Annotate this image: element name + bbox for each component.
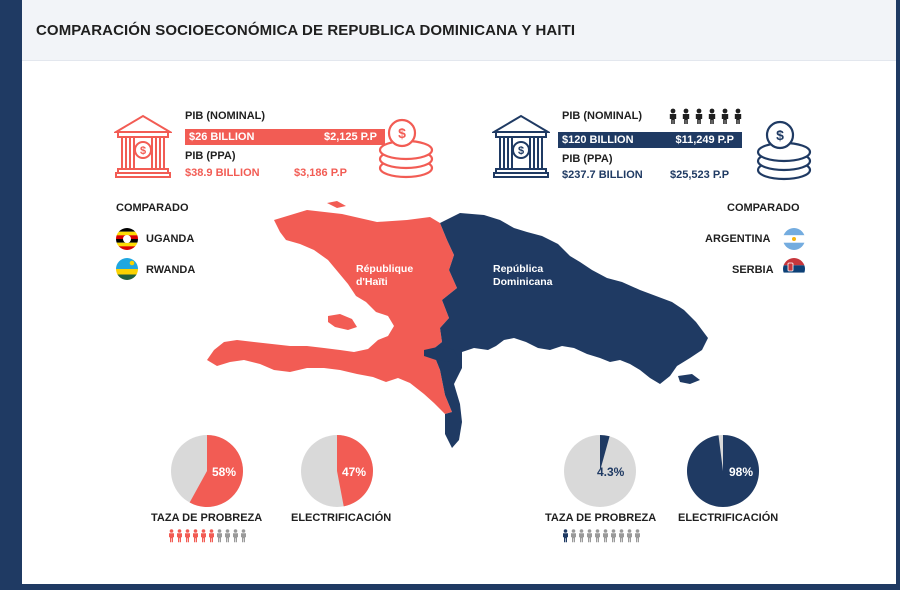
dominicana-poverty-pie xyxy=(564,435,636,507)
haiti-map-shape xyxy=(207,210,457,414)
pie-value-slice xyxy=(687,435,759,507)
haiti-people-icons xyxy=(169,529,246,543)
dominicana-map-label: República Dominicana xyxy=(493,263,553,289)
lake-enriquillo xyxy=(424,346,458,362)
person-icon xyxy=(635,529,640,543)
person-icon xyxy=(571,529,576,543)
person-icon xyxy=(595,529,600,543)
person-icon xyxy=(611,529,616,543)
person-icon xyxy=(241,529,246,543)
dominicana-compared-1: ARGENTINA xyxy=(705,233,771,245)
haiti-pib-ppa-label: PIB (PPA) xyxy=(185,150,236,162)
svg-text:$: $ xyxy=(398,125,406,141)
gonave-island xyxy=(328,314,357,330)
person-icon xyxy=(587,529,592,543)
dominicana-pib-nominal-value: $120 BILLION xyxy=(562,134,634,146)
dominicana-pib-ppa-per-capita: $25,523 P.P xyxy=(670,169,730,181)
haiti-pib-ppa-value: $38.9 BILLION xyxy=(185,167,260,179)
haiti-poverty-pct: 58% xyxy=(212,465,237,479)
pie-value-slice xyxy=(189,435,243,507)
dominicana-compared-2: SERBIA xyxy=(732,264,774,276)
person-icon xyxy=(201,529,206,543)
haiti-pib-nominal-bar: $26 BILLION $2,125 P.P xyxy=(185,129,385,145)
dominicana-pib-ppa-value: $237.7 BILLION xyxy=(562,169,643,181)
haiti-electrification-label: ELECTRIFICACIÓN xyxy=(291,512,392,524)
svg-text:$: $ xyxy=(518,145,524,157)
dominicana-poverty-label: TAZA DE PROBREZA xyxy=(545,512,657,524)
person-icon xyxy=(185,529,190,543)
dominicana-pib-nominal-per-capita: $11,249 P.P xyxy=(675,134,734,146)
header: COMPARACIÓN SOCIOECONÓMICA DE REPUBLICA … xyxy=(22,0,896,61)
person-icon xyxy=(209,529,214,543)
dominicana-pib-nominal-label: PIB (NOMINAL) xyxy=(562,110,643,122)
haiti-compared-label: COMPARADO xyxy=(116,202,189,214)
argentina-flag-icon xyxy=(783,228,805,250)
page-title: COMPARACIÓN SOCIOECONÓMICA DE REPUBLICA … xyxy=(36,22,576,39)
dominicana-electrification-pct: 98% xyxy=(729,465,754,479)
dominicana-poverty-pct: 4.3% xyxy=(597,465,625,479)
haiti-electrification-pie xyxy=(301,435,373,507)
haiti-map-label-line1: République xyxy=(356,263,414,275)
person-icon xyxy=(619,529,624,543)
person-icon xyxy=(233,529,238,543)
people-icons-top xyxy=(669,108,742,124)
haiti-pib-nominal-value: $26 BILLION xyxy=(189,131,255,143)
svg-text:$: $ xyxy=(776,127,784,143)
haiti-pib-nominal-label: PIB (NOMINAL) xyxy=(185,110,266,122)
tortuga-island xyxy=(327,201,346,208)
haiti-map-label: République d'Haïti xyxy=(356,263,413,289)
hispaniola-map xyxy=(207,201,708,448)
dominicana-electrification-pie xyxy=(687,435,759,507)
dominicana-electrification-label: ELECTRIFICACIÓN xyxy=(678,512,779,524)
svg-text:$: $ xyxy=(140,145,146,157)
serbia-flag-icon xyxy=(783,258,805,280)
haiti-poverty-label: TAZA DE PROBREZA xyxy=(151,512,263,524)
person-icon xyxy=(193,529,198,543)
person-icon xyxy=(225,529,230,543)
dominicana-map-label-line1: República xyxy=(493,263,544,275)
saona-island xyxy=(678,374,700,384)
haiti-compared-1: UGANDA xyxy=(146,233,195,245)
dominicana-people-icons xyxy=(563,529,640,543)
haiti-pib-ppa-per-capita: $3,186 P.P xyxy=(294,167,348,179)
infographic-frame: COMPARACIÓN SOCIOECONÓMICA DE REPUBLICA … xyxy=(22,0,896,584)
haiti-map-label-line2: d'Haïti xyxy=(356,276,388,288)
haiti-pib-nominal-per-capita: $2,125 P.P xyxy=(323,131,377,143)
pie-value-slice xyxy=(337,435,373,507)
haiti-compared-2: RWANDA xyxy=(146,264,196,276)
dominicana-pib-ppa-label: PIB (PPA) xyxy=(562,153,613,165)
person-icon xyxy=(603,529,608,543)
person-icon xyxy=(217,529,222,543)
person-icon xyxy=(563,529,568,543)
uganda-flag-icon xyxy=(116,228,138,250)
dominicana-compared-label: COMPARADO xyxy=(727,202,800,214)
person-icon xyxy=(579,529,584,543)
coins-icon-haiti: $ xyxy=(378,118,434,179)
person-icon xyxy=(177,529,182,543)
pie-value-slice xyxy=(600,435,610,471)
rwanda-flag-icon xyxy=(116,258,138,280)
person-icon xyxy=(627,529,632,543)
person-icon xyxy=(169,529,174,543)
dominicana-pib-nominal-bar: $120 BILLION $11,249 P.P xyxy=(558,132,742,148)
bank-icon-haiti: $ xyxy=(114,114,172,178)
haiti-poverty-pie xyxy=(171,435,243,507)
coins-icon-dominicana: $ xyxy=(756,120,812,181)
bank-icon-dominicana: $ xyxy=(492,114,550,178)
haiti-electrification-pct: 47% xyxy=(342,465,367,479)
dominicana-map-label-line2: Dominicana xyxy=(493,276,553,288)
dominicana-map-shape xyxy=(432,213,708,448)
